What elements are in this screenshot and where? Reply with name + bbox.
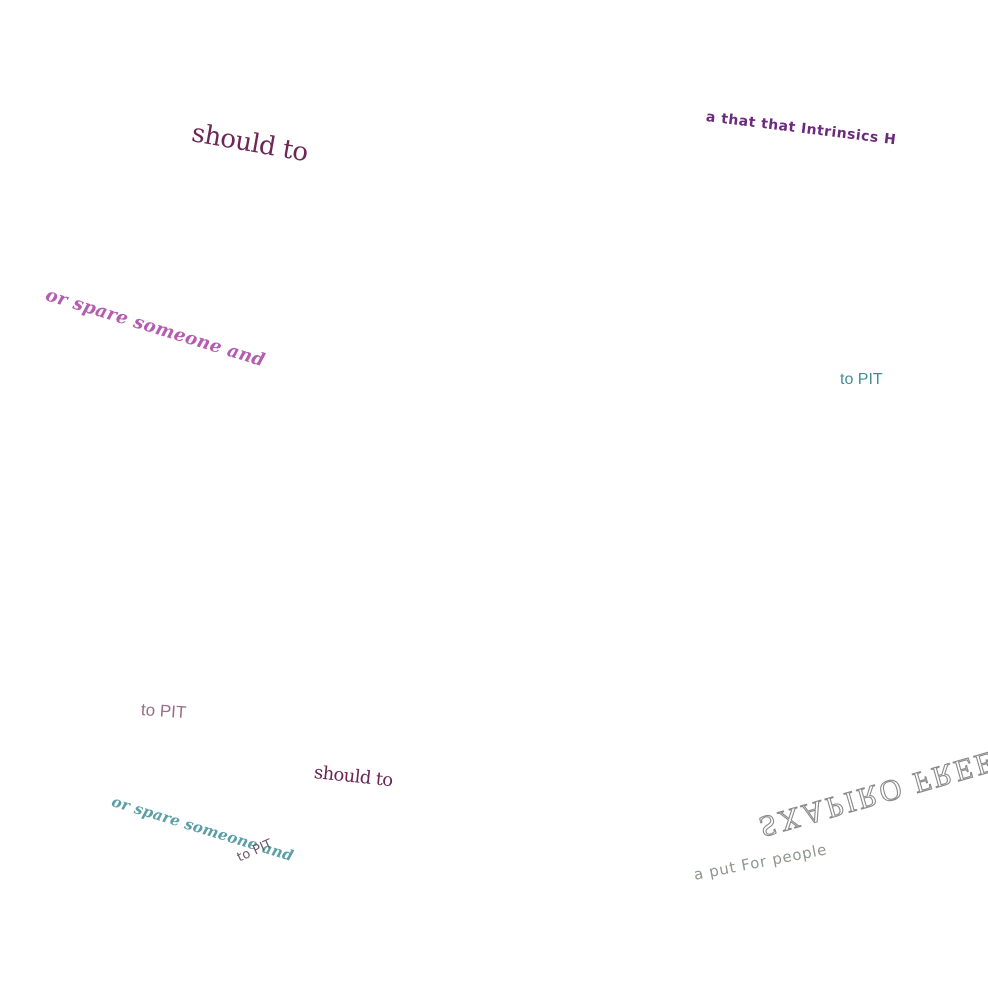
floating-text-a-that-that: a that that Intrinsics H [705,109,898,149]
floating-text-a-put-for-people: a put For people [692,840,829,884]
floating-text-or-spare-someone: or spare someone and [43,284,268,372]
floating-text-should-to-lower: should to [312,762,394,792]
floating-text-should-to: should to [189,118,311,169]
floating-text-to-pit-left: to PIT [140,700,187,723]
floating-text-mirrored-outline: SXAPIRO FREE [755,743,988,844]
floating-text-to-pit-right: to PIT [840,371,883,388]
